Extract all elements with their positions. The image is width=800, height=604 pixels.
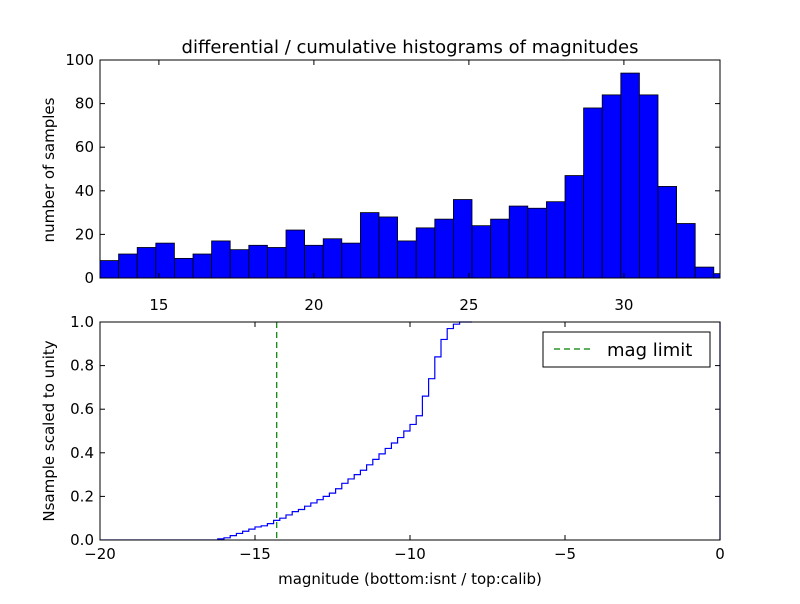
top-histogram-panel: differential / cumulative histograms of …	[40, 37, 721, 314]
top-axis-ticks: 0 20 40 60 80 100 15 20 25 30	[65, 51, 720, 314]
bottom-plot-frame	[99, 321, 721, 541]
histogram-bar	[192, 253, 213, 279]
histogram-bar	[173, 257, 194, 279]
histogram-bar	[713, 273, 721, 279]
histogram-bar	[378, 216, 399, 279]
histogram-bar	[620, 72, 640, 279]
histogram-bar	[285, 229, 306, 279]
histogram-bar	[490, 218, 510, 279]
histogram-bar	[397, 240, 417, 279]
histogram-bar	[583, 107, 603, 279]
bottom-x-tick-label: 0	[715, 545, 725, 563]
bottom-x-tick-label: −15	[239, 545, 271, 563]
histogram-bar	[452, 199, 473, 279]
histogram-bar	[229, 249, 250, 279]
top-y-tick-label: 60	[75, 138, 94, 156]
histogram-bar	[639, 94, 659, 279]
histogram-bar	[601, 94, 622, 279]
bottom-x-tick-label: −20	[84, 545, 116, 563]
bottom-x-tick-label: −5	[554, 545, 576, 563]
bottom-cumulative-panel: Nsample scaled to unity magnitude (botto…	[40, 313, 725, 588]
histogram-bar	[415, 227, 436, 279]
bottom-axis-ticks: 0.0 0.2 0.4 0.6 0.8 1.0 −20 −15 −10 −5 0	[70, 313, 725, 563]
top-bars	[99, 72, 721, 279]
histogram-bar	[694, 266, 715, 279]
histogram-bar	[546, 201, 566, 279]
bottom-x-axis-label: magnitude (bottom:isnt / top:calib)	[278, 570, 542, 588]
histogram-bar	[136, 247, 157, 279]
histogram-bar	[527, 207, 547, 279]
top-x-tick-label: 30	[614, 296, 633, 314]
bottom-y-tick-label: 0.8	[70, 357, 94, 375]
bottom-y-tick-label: 0.4	[70, 444, 94, 462]
histogram-bar	[359, 212, 380, 279]
bottom-y-tick-label: 0.6	[70, 400, 94, 418]
bottom-y-tick-label: 1.0	[70, 313, 94, 331]
histogram-bar	[341, 242, 361, 279]
legend-entry-mag-limit: mag limit	[607, 340, 692, 361]
top-x-tick-label: 20	[304, 296, 323, 314]
top-x-tick-label: 15	[149, 296, 168, 314]
legend: mag limit	[542, 331, 711, 368]
histogram-bar	[676, 223, 696, 279]
histogram-bar	[508, 205, 529, 279]
top-y-tick-label: 100	[65, 51, 94, 69]
top-y-tick-label: 40	[75, 182, 94, 200]
histogram-bar	[248, 244, 268, 279]
histogram-bar	[211, 240, 231, 279]
histogram-bar	[564, 175, 585, 279]
chart-title: differential / cumulative histograms of …	[182, 37, 639, 58]
histogram-bar	[99, 260, 120, 279]
bottom-y-axis-label: Nsample scaled to unity	[40, 340, 58, 521]
cumulative-step-line	[100, 321, 472, 540]
legend-box	[542, 331, 711, 368]
top-y-tick-label: 20	[75, 225, 94, 243]
histogram-bar	[471, 225, 492, 279]
histogram-bar	[266, 247, 287, 279]
top-y-tick-label: 0	[84, 269, 94, 287]
top-y-tick-label: 80	[75, 95, 94, 113]
bottom-y-tick-label: 0.2	[70, 487, 94, 505]
histogram-bar	[118, 253, 138, 279]
top-y-axis-label: number of samples	[40, 97, 58, 242]
bottom-x-tick-label: −10	[394, 545, 426, 563]
bottom-y-tick-label: 0.0	[70, 531, 94, 549]
top-x-tick-label: 25	[459, 296, 478, 314]
histogram-bar	[657, 186, 678, 279]
top-plot-frame	[99, 59, 721, 279]
histogram-bar	[155, 242, 175, 279]
histogram-bar	[434, 218, 454, 279]
histogram-bar	[322, 238, 343, 279]
